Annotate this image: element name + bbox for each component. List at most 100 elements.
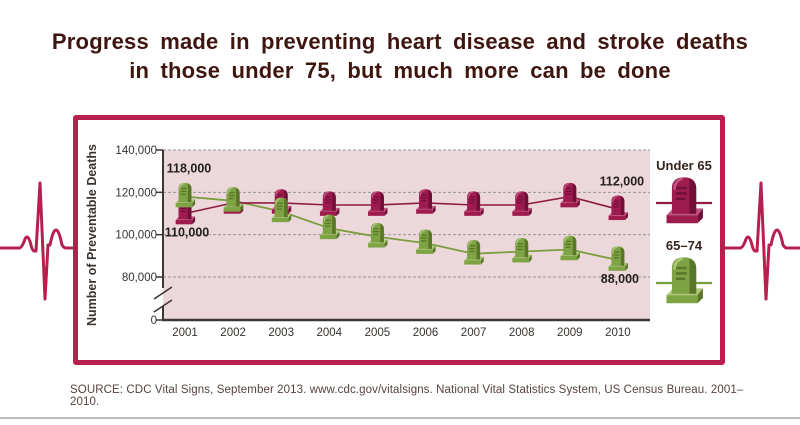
tombstone-inscription [469, 202, 475, 204]
tombstone-highlight [419, 189, 425, 196]
tombstone-base [464, 211, 481, 216]
tombstone-marker-green [560, 235, 580, 261]
y-tick-label: 140,000 [115, 145, 157, 157]
tombstone-stone-shade [332, 215, 336, 235]
tombstone-stone-shade [428, 189, 432, 209]
tombstone-base [464, 260, 481, 265]
tombstone-stone-shade [284, 198, 288, 218]
tombstone-stone-shade [235, 187, 240, 207]
series-line-under-65 [184, 195, 619, 215]
tombstone-base [512, 211, 529, 216]
tombstone-inscription [613, 200, 620, 202]
tombstone-inscription [517, 248, 523, 251]
tombstone-highlight [371, 191, 377, 198]
tombstone-base [319, 211, 337, 216]
tombstone-base [271, 217, 289, 223]
tombstone-inscription [613, 257, 619, 259]
tombstone-marker-green [608, 246, 628, 271]
tombstone-base-side [288, 205, 292, 214]
source-text: SOURCE: CDC Vital Signs, September 2013.… [70, 384, 744, 408]
tombstone-marker-maroon [368, 191, 388, 216]
x-tick-label: 2004 [317, 327, 343, 339]
plot-area [163, 150, 650, 320]
tombstone-base [560, 255, 577, 261]
tombstone-base-side [577, 199, 580, 208]
ekg-trace [0, 181, 80, 301]
tombstone-base-side [697, 288, 703, 304]
x-tick-label: 2001 [172, 327, 198, 339]
tombstone-inscription [324, 225, 331, 227]
tombstone-stone-shade [524, 238, 529, 258]
ekg-heartbeat-right [723, 175, 800, 310]
tombstone-inscription [675, 272, 687, 275]
tombstone-inscription [180, 207, 187, 210]
tombstone-marker-green [175, 182, 196, 208]
tombstone-base-side [480, 207, 484, 216]
tombstone-inscription [421, 194, 427, 196]
x-tick-label: 2002 [220, 327, 246, 339]
tombstone-base [175, 220, 193, 225]
tombstone-inscription [517, 202, 523, 204]
tombstone-inscription [517, 196, 524, 198]
tombstone-base [608, 266, 626, 271]
tombstone-base [608, 215, 626, 221]
tombstone-inscription [373, 202, 379, 204]
tombstone-inscription [180, 210, 186, 212]
tombstone-inscription [324, 199, 331, 201]
tombstone-inscription [324, 202, 331, 204]
tombstone-inscription [228, 197, 234, 200]
tombstone-highlight [564, 235, 570, 243]
tombstone-stone-shade [476, 192, 481, 211]
tombstone-inscription [675, 277, 686, 281]
tombstone-inscription [421, 197, 427, 199]
tombstone-inscription [675, 266, 687, 270]
tombstone-base-side [528, 254, 532, 263]
tombstone-base [560, 203, 577, 208]
data-label: 112,000 [600, 174, 645, 188]
tombstone-marker-green [223, 187, 244, 212]
tombstone-base-side [432, 205, 436, 214]
tombstone-base [175, 203, 193, 208]
tombstone-highlight [467, 240, 474, 247]
tombstone-inscription [421, 237, 427, 239]
tombstone-inscription [565, 246, 571, 248]
y-tick-label: 80,000 [122, 272, 157, 284]
tombstone-inscription [469, 199, 476, 201]
tombstone-stone-shade [428, 230, 432, 249]
tombstone-stone-shade [572, 183, 577, 203]
tombstone-inscription [517, 245, 524, 248]
tombstone-inscription [324, 222, 331, 224]
tombstone-stone-shade [476, 240, 481, 260]
tombstone-inscription [469, 247, 476, 250]
tombstone-highlight [275, 197, 281, 205]
tombstone-inscription [324, 219, 331, 221]
tombstone-base [319, 234, 337, 240]
tombstone-highlight [323, 214, 329, 222]
tombstone-inscription [469, 250, 475, 253]
tombstone-highlight [179, 182, 185, 190]
tombstone-base-side [577, 252, 580, 261]
tombstone-highlight [227, 187, 233, 194]
x-tick-label: 2009 [557, 327, 583, 339]
tombstone-inscription [613, 206, 619, 208]
tombstone-highlight [673, 177, 684, 190]
tombstone-marker-maroon [512, 191, 532, 216]
tombstone-marker-green [416, 229, 436, 254]
tombstone-base [416, 249, 433, 254]
page-title: Progress made in preventing heart diseas… [51, 29, 749, 84]
tombstone-marker-green [368, 223, 388, 248]
tombstone-highlight [515, 237, 522, 245]
tombstone-base-side [384, 239, 388, 248]
tombstone-highlight [275, 189, 281, 196]
tombstone-stone-shade [689, 178, 697, 214]
tombstone-inscription [276, 194, 283, 196]
tombstone-inscription [324, 196, 331, 198]
series-line-65-74 [184, 195, 619, 261]
tombstone-inscription [373, 230, 379, 233]
data-label: 118,000 [167, 162, 212, 176]
y-tick-label: 100,000 [115, 230, 157, 242]
tombstone-base-side [625, 212, 628, 221]
tombstone-stone-shade [380, 223, 384, 243]
tombstone-inscription [613, 254, 620, 256]
tombstone-inscription [228, 192, 235, 194]
